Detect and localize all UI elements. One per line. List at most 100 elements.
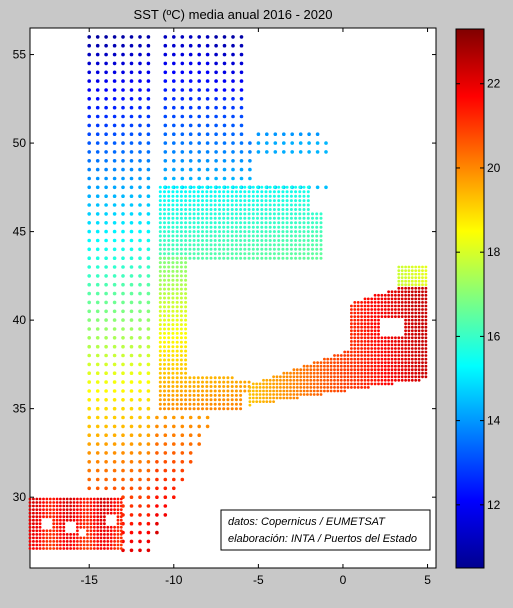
sst-point bbox=[201, 393, 204, 397]
sst-point bbox=[113, 501, 116, 504]
sst-point bbox=[289, 396, 292, 400]
sst-point bbox=[404, 290, 407, 294]
sst-point bbox=[65, 497, 69, 501]
sst-point bbox=[336, 364, 340, 368]
sst-point bbox=[417, 378, 421, 382]
sst-point bbox=[205, 230, 209, 234]
sst-point bbox=[222, 203, 226, 207]
sst-point bbox=[188, 221, 192, 225]
sst-point bbox=[350, 332, 353, 336]
sst-point bbox=[251, 225, 255, 229]
sst-point bbox=[404, 347, 407, 350]
sst-point bbox=[196, 398, 200, 402]
sst-point bbox=[213, 256, 217, 260]
sst-point bbox=[146, 442, 151, 446]
sst-point bbox=[366, 343, 370, 347]
sst-point bbox=[129, 70, 134, 75]
sst-point bbox=[188, 79, 193, 83]
sst-point bbox=[417, 290, 421, 294]
sst-point bbox=[121, 123, 125, 128]
sst-point bbox=[260, 203, 264, 207]
sst-point bbox=[52, 511, 56, 515]
sst-point bbox=[179, 247, 183, 251]
sst-point bbox=[171, 239, 175, 242]
sst-point bbox=[309, 389, 313, 393]
sst-point bbox=[201, 212, 204, 216]
sst-point bbox=[239, 190, 243, 194]
sst-point bbox=[243, 389, 247, 393]
sst-point bbox=[184, 318, 188, 322]
sst-point bbox=[400, 375, 404, 379]
sst-point bbox=[377, 343, 380, 347]
sst-point bbox=[306, 252, 310, 256]
sst-point bbox=[247, 208, 251, 211]
sst-point bbox=[400, 276, 404, 279]
sst-point bbox=[239, 225, 243, 229]
sst-point bbox=[167, 345, 171, 349]
sst-point bbox=[302, 185, 306, 189]
sst-point bbox=[281, 252, 285, 256]
sst-point bbox=[366, 340, 370, 343]
sst-point bbox=[285, 216, 289, 220]
sst-point bbox=[146, 114, 151, 119]
sst-point bbox=[121, 97, 125, 101]
sst-point bbox=[52, 525, 56, 529]
sst-point bbox=[377, 378, 380, 382]
sst-point bbox=[95, 415, 100, 420]
sst-point bbox=[370, 297, 374, 301]
sst-point bbox=[239, 159, 244, 163]
sst-point bbox=[370, 322, 374, 326]
sst-point bbox=[163, 358, 166, 362]
sst-point bbox=[167, 225, 171, 229]
sst-point bbox=[172, 150, 176, 154]
sst-point bbox=[377, 322, 380, 326]
sst-point bbox=[397, 276, 401, 279]
sst-point bbox=[230, 256, 234, 260]
sst-point bbox=[383, 350, 387, 354]
sst-point bbox=[184, 190, 188, 194]
sst-point bbox=[315, 247, 319, 251]
sst-point bbox=[180, 52, 185, 57]
sst-point bbox=[205, 159, 210, 163]
sst-point bbox=[82, 525, 86, 529]
sst-point bbox=[103, 511, 106, 515]
sst-point bbox=[315, 256, 319, 260]
sst-point bbox=[175, 340, 179, 344]
sst-point bbox=[69, 536, 72, 540]
sst-point bbox=[112, 309, 117, 314]
sst-point bbox=[417, 283, 421, 287]
sst-point bbox=[184, 292, 188, 296]
sst-point bbox=[32, 518, 35, 522]
sst-point bbox=[205, 424, 210, 429]
sst-point bbox=[421, 332, 424, 336]
sst-point bbox=[59, 525, 62, 529]
sst-point bbox=[45, 501, 49, 504]
sst-point bbox=[87, 35, 91, 39]
sst-point bbox=[175, 292, 179, 296]
sst-point bbox=[226, 243, 230, 247]
sst-point bbox=[62, 504, 66, 508]
y-tick-label: 40 bbox=[13, 313, 27, 327]
sst-point bbox=[87, 265, 91, 269]
sst-point bbox=[95, 114, 100, 119]
sst-point bbox=[138, 530, 142, 535]
sst-point bbox=[104, 282, 108, 287]
sst-point bbox=[264, 243, 268, 247]
sst-point bbox=[397, 293, 401, 297]
sst-point bbox=[323, 357, 326, 361]
sst-point bbox=[400, 368, 404, 372]
sst-point bbox=[285, 375, 289, 379]
sst-point bbox=[95, 247, 100, 252]
sst-point bbox=[370, 304, 374, 308]
sst-point bbox=[329, 357, 333, 361]
sst-point bbox=[175, 194, 179, 198]
sst-point bbox=[192, 243, 196, 247]
sst-point bbox=[324, 185, 328, 190]
sst-point bbox=[360, 354, 363, 357]
sst-point bbox=[292, 382, 296, 386]
sst-point bbox=[62, 543, 66, 547]
sst-point bbox=[163, 486, 168, 491]
sst-point bbox=[171, 340, 175, 344]
sst-point bbox=[417, 276, 421, 279]
sst-point bbox=[209, 376, 213, 380]
